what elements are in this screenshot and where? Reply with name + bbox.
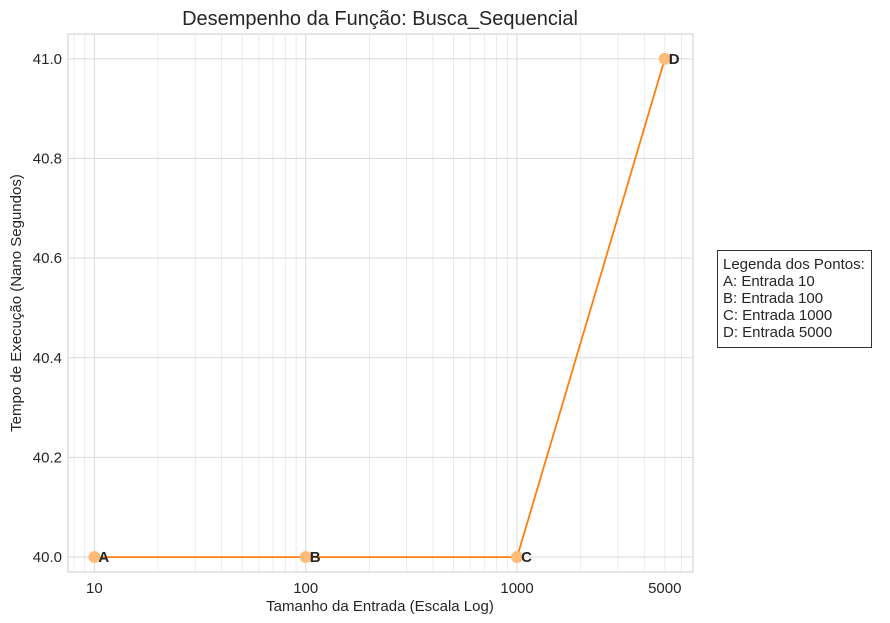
y-tick-label: 40.2	[33, 449, 62, 466]
series-line	[94, 58, 666, 558]
chart-title: Desempenho da Função: Busca_Sequencial	[182, 8, 578, 30]
series-line-group: A B C D	[88, 51, 680, 566]
point-label-a: A	[98, 549, 109, 566]
point-label-d: D	[669, 51, 680, 68]
y-tick-label: 41.0	[33, 51, 62, 68]
y-tick-label: 40.8	[33, 151, 62, 168]
data-point-b	[299, 551, 312, 564]
x-axis-label: Tamanho da Entrada (Escala Log)	[266, 598, 494, 615]
x-tick-label: 10	[86, 580, 103, 597]
point-label-c: C	[521, 549, 532, 566]
x-tick-label: 100	[293, 580, 318, 597]
plot-area	[67, 33, 694, 573]
legend-entry-b: B: Entrada 100	[723, 290, 824, 307]
grid	[68, 34, 693, 572]
legend-entry-d: D: Entrada 5000	[723, 324, 833, 341]
legend-entry-c: C: Entrada 1000	[723, 307, 833, 324]
data-point-a	[88, 551, 101, 564]
data-point-c	[511, 551, 524, 564]
x-tick-label: 1000	[500, 580, 533, 597]
legend-title: Legenda dos Pontos:	[723, 256, 865, 273]
y-tick-label: 40.6	[33, 250, 62, 267]
y-tick-label: 40.4	[33, 350, 62, 367]
legend-entry-a: A: Entrada 10	[723, 273, 815, 290]
point-label-b: B	[310, 549, 321, 566]
tick-labels: 10 100 1000 5000 40.0 40.2 40.4 40.6 40.8 41.0	[33, 51, 682, 597]
points-legend: Legenda dos Pontos: A: Entrada 10 B: Ent…	[717, 250, 872, 348]
y-tick-label: 40.0	[33, 549, 62, 566]
data-point-d	[658, 52, 671, 65]
y-axis-label: Tempo de Execução (Nano Segundos)	[8, 174, 25, 432]
x-tick-label: 5000	[648, 580, 681, 597]
